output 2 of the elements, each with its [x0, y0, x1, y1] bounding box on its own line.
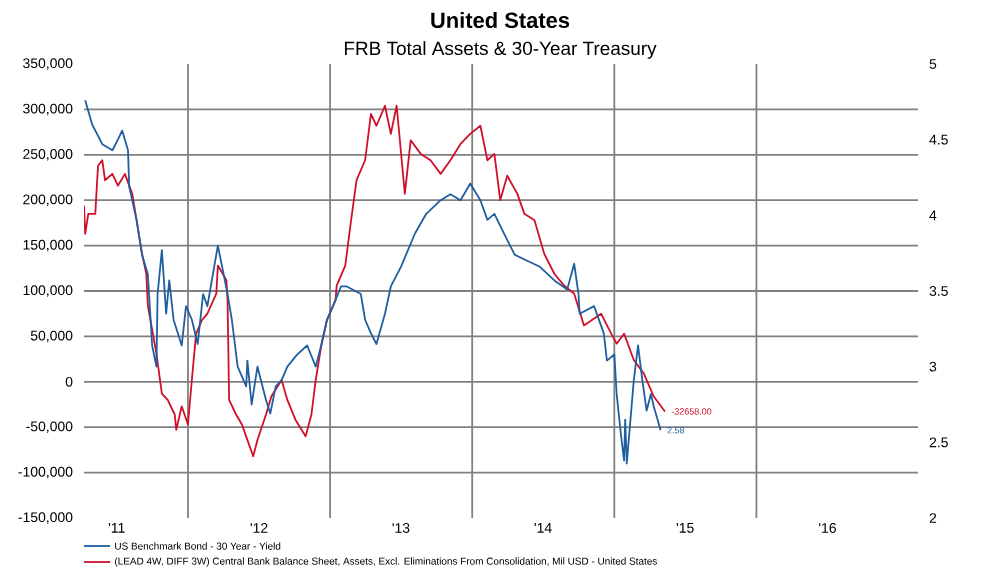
chart-title: United States	[431, 11, 570, 29]
chart-subtitle: FRB Total Assets & 30-Year Treasury	[344, 41, 657, 59]
